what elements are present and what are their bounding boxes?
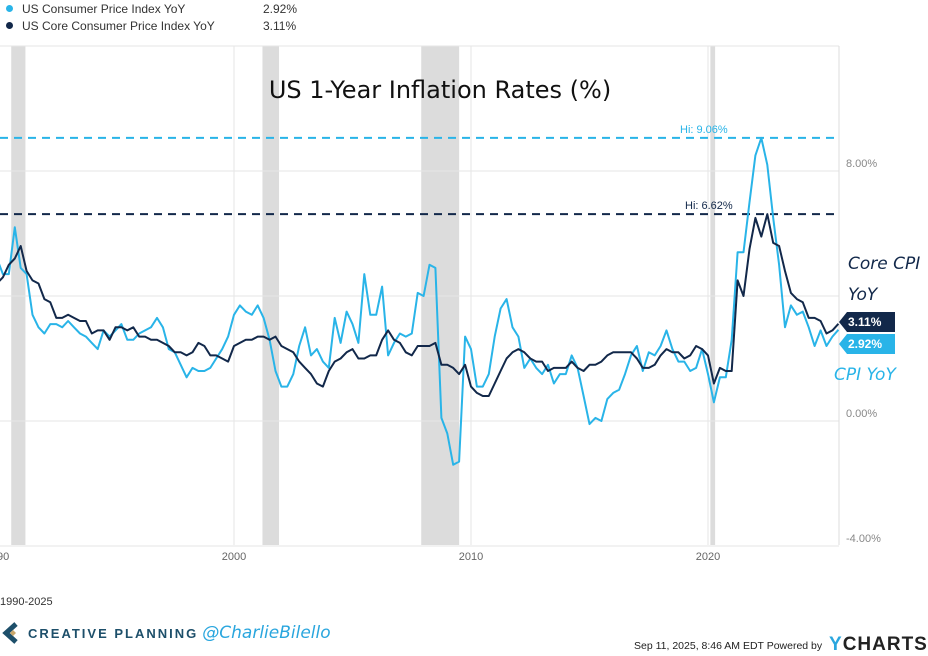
cpi-high-label: Hi: 9.06%	[680, 124, 728, 136]
core-label: Core CPI	[848, 254, 920, 274]
author-handle[interactable]: @CharlieBilello	[202, 623, 331, 643]
legend-value: 3.11%	[263, 18, 297, 33]
cpi-badge	[839, 334, 895, 354]
core-badge	[839, 312, 895, 332]
legend: US Consumer Price Index YoY 2.92% US Cor…	[6, 0, 297, 34]
date-range: 1990-2025	[0, 596, 53, 608]
legend-item-core[interactable]: US Core Consumer Price Index YoY 3.11%	[6, 17, 297, 34]
ycharts-text: CHARTS	[842, 634, 928, 655]
brand: CREATIVE PLANNING @CharlieBilello	[2, 622, 331, 644]
chart-title: US 1-Year Inflation Rates (%)	[269, 76, 611, 104]
y-tick-label: 8.00%	[846, 158, 877, 170]
legend-value: 2.92%	[263, 1, 298, 16]
creative-planning-logo-icon	[2, 622, 18, 644]
ycharts-logo[interactable]: YCHARTS	[829, 634, 928, 656]
core-dot-icon	[6, 22, 13, 29]
legend-item-cpi[interactable]: US Consumer Price Index YoY 2.92%	[6, 0, 297, 17]
legend-label: US Core Consumer Price Index YoY	[22, 18, 215, 33]
cpi-line	[0, 136, 840, 466]
cpi-label: CPI YoY	[834, 365, 897, 385]
core-high-label: Hi: 6.62%	[685, 200, 733, 212]
x-tick-label: 2000	[222, 551, 246, 563]
y-tick-label: 0.00%	[846, 408, 877, 420]
x-tick-label: 1990	[0, 551, 9, 563]
brand-name: CREATIVE PLANNING	[28, 625, 199, 641]
core-label-2: YoY	[848, 285, 879, 305]
cpi-dot-icon	[6, 5, 13, 12]
timestamp: Sep 11, 2025, 8:46 AM EDT Powered by	[634, 640, 823, 652]
chart: 1990 2000 2010 2020 8.00% 0.00% -4.00% Hi: 9.06…	[0, 45, 920, 563]
core-cpi-line	[0, 213, 840, 397]
y-tick-label: -4.00%	[846, 533, 881, 545]
legend-label: US Consumer Price Index YoY	[22, 1, 186, 16]
cpi-badge-text: 2.92%	[848, 337, 882, 351]
core-badge-text: 3.11%	[848, 315, 882, 329]
ycharts-y: Y	[829, 634, 843, 655]
x-tick-label: 2010	[459, 551, 483, 563]
x-tick-label: 2020	[696, 551, 720, 563]
